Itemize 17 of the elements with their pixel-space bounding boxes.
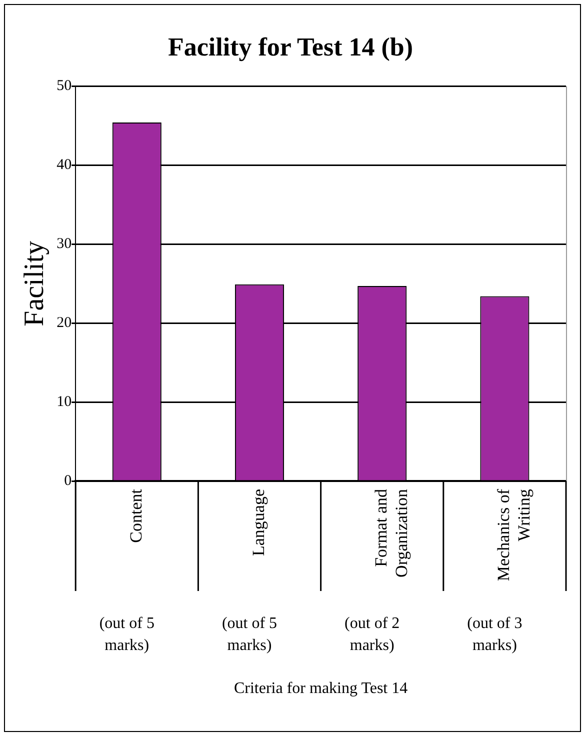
y-axis-title: Facility bbox=[19, 240, 50, 326]
text: Criteria for making Test 14 bbox=[234, 680, 408, 698]
y-tick-label: 0 bbox=[64, 472, 72, 489]
text: (out of 5 marks) bbox=[222, 615, 278, 654]
y-tick-label: 50 bbox=[56, 78, 72, 94]
y-tick-label: 20 bbox=[56, 315, 72, 332]
y-tick-label: 40 bbox=[56, 157, 72, 174]
x-tick-label: Content bbox=[126, 488, 146, 543]
text: (out of 5 marks) bbox=[99, 615, 154, 654]
text: (out of 2 marks) bbox=[344, 615, 400, 654]
y-tick-label: 30 bbox=[56, 236, 72, 252]
x-tick-label: Mechanics of Writing bbox=[494, 488, 534, 582]
x-tick-label: Format and Organization bbox=[372, 488, 411, 578]
y-tick-label: 10 bbox=[56, 394, 72, 410]
x-tick-label: Language bbox=[248, 489, 268, 556]
text: (out of 3 marks) bbox=[467, 615, 522, 654]
chart-title: Facility for Test 14 (b) bbox=[168, 32, 414, 62]
